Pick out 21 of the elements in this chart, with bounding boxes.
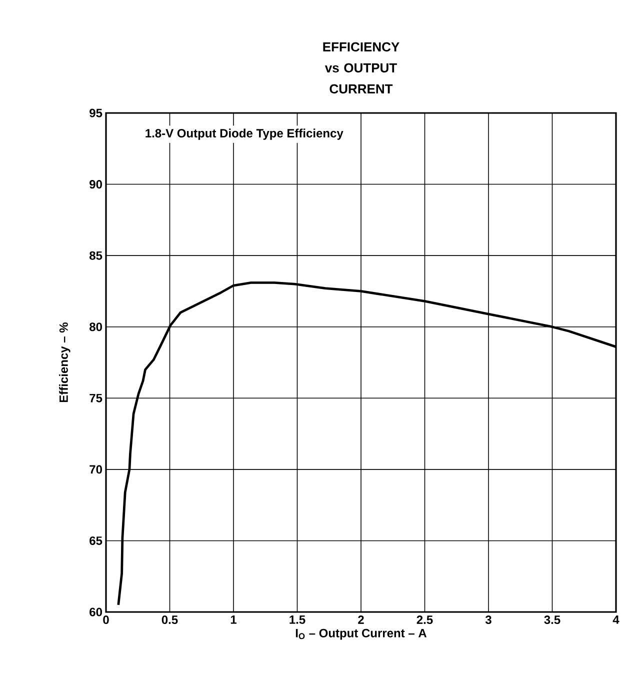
annotation: 1.8-V Output Diode Type Efficiency: [146, 128, 344, 140]
y-tick-label: 95: [90, 108, 102, 118]
x-tick-label: 4: [613, 616, 620, 624]
y-tick-label: 75: [90, 394, 102, 402]
y-axis-title: Efficiency – %: [59, 322, 70, 402]
x-tick-label: 2: [358, 616, 364, 624]
x-tick-label: 1: [231, 616, 237, 624]
x-tick-label: 0.5: [162, 616, 178, 624]
y-tick-label: 85: [90, 251, 102, 260]
x-tick-label: 3: [486, 616, 492, 624]
y-tick-label: 70: [90, 465, 102, 474]
chart-title: EFFICIENCY vs OUTPUT CURRENT: [323, 42, 400, 94]
x-tick-label: 2.5: [417, 616, 433, 624]
x-tick-label: 0: [103, 616, 110, 624]
x-tick-label: 3.5: [544, 616, 560, 624]
y-tick-label: 65: [90, 536, 102, 545]
x-axis-title: I$_{O}$ – Output Current – A: [296, 628, 427, 640]
y-tick-label: 90: [90, 180, 102, 189]
y-tick-label: 60: [90, 608, 102, 616]
y-tick-label: 80: [90, 322, 102, 332]
x-tick-label: 1.5: [290, 616, 306, 624]
